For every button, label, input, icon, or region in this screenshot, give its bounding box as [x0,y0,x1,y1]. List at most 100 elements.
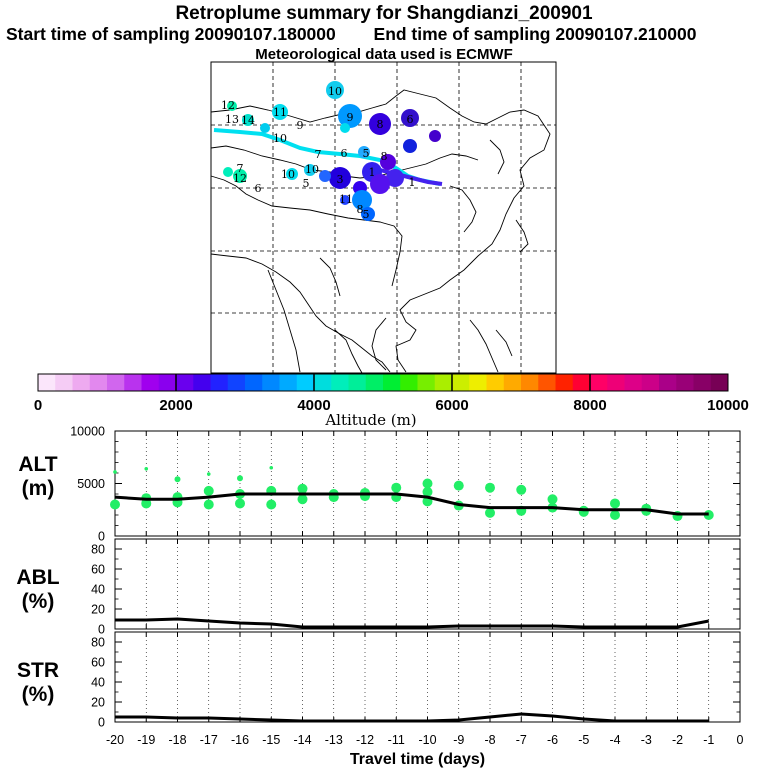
colorbar-tick-label: 10000 [707,397,749,414]
abl-line [115,617,710,629]
x-tick-label: 0 [737,733,744,747]
plume-track-label: 10 [305,163,319,176]
x-tick-label: -14 [293,733,311,747]
y-tick-label: 80 [91,636,105,650]
plume-marker [242,114,254,126]
colorbar-cell [659,374,677,391]
x-tick-label: -18 [168,733,186,747]
colorbar-cell [141,374,160,391]
alt-scatter-point [422,486,433,497]
x-tick-label: -4 [609,733,620,747]
colorbar-cell [676,374,694,391]
x-tick-label: -12 [356,733,374,747]
colorbar-cell [158,374,177,391]
plume-marker [304,164,316,176]
x-tick-label: -5 [578,733,589,747]
plume-track-label: 6 [255,182,262,195]
alt-scatter-point [237,475,243,482]
y-tick-label: 40 [91,676,105,690]
colorbar-cell [503,374,522,391]
plume-track-label: 7 [237,162,244,175]
y-tick-label: 0 [98,623,105,637]
plume-track-label: 13 [225,113,239,126]
plume-track-label: 8 [357,203,364,216]
plume-marker [326,81,344,99]
colorbar-cell [452,374,470,391]
plume-marker [340,123,350,133]
plume-marker [227,101,237,111]
colorbar-tick-label: 6000 [435,397,468,414]
x-tick-label: -19 [137,733,155,747]
alt-scatter-point [110,499,120,510]
colorbar-cell [434,374,453,391]
y-axis-unit: (%) [22,590,55,613]
colorbar-tick-label: 8000 [573,397,606,414]
plume-marker [223,167,233,177]
plume-marker [358,146,370,158]
plume-marker [352,190,372,210]
colorbar-cell [38,374,56,391]
alt-scatter-point [485,482,495,493]
colorbar-cell [624,374,643,391]
plume-track-label: 8 [377,118,384,131]
alt-scatter-point [297,494,308,505]
chart-title: Retroplume summary for Shangdianzi_20090… [175,3,593,24]
x-tick-label: -16 [231,733,249,747]
x-tick-label: -1 [703,733,714,747]
colorbar-cell [279,374,298,391]
colorbar-cell [193,374,211,391]
colorbar-cell [607,374,625,391]
alt-scatter-point [203,499,214,510]
x-axis-label: Travel time (days) [350,751,485,768]
alt-scatter-point [266,499,277,510]
alt-scatter-point [391,482,402,493]
sampling-times: Start time of sampling 20090107.180000 E… [6,24,696,45]
x-tick-label: -8 [484,733,495,747]
colorbar-tick-label: 4000 [297,397,330,414]
x-tick-label: -20 [106,733,124,747]
colorbar-cell [331,374,349,391]
panel-alt: 0 5000 10000 ALT(m) [18,425,741,544]
plume-marker [260,123,270,133]
x-tick-label: -6 [547,733,558,747]
plume-marker [286,168,298,180]
colorbar-cell [124,374,142,391]
alt-scatter-point [113,470,117,474]
colorbar-cell [89,374,108,391]
colorbar-cell [72,374,91,391]
plume-track-label: 10 [281,168,295,181]
plume-track-label: 9 [297,119,304,132]
plume-marker [233,169,247,183]
plume-track-label: 7 [315,148,322,161]
str-line [115,712,709,723]
time-series-panels: 0500010000ALT(m)020406080ABL(%)020406080… [16,425,743,768]
alt-scatter-point [144,467,149,471]
y-tick-label: 60 [91,563,105,577]
plume-track-label: 10 [273,132,287,145]
alt-scatter-point [297,483,308,494]
plume-marker [386,169,404,187]
plume-marker [340,195,350,205]
plume-marker [329,167,351,189]
plume-marker [361,207,375,221]
colorbar: 0 2000 4000 6000 8000 10000 Altitude (m) [34,373,749,429]
alt-scatter-point [206,472,211,476]
alt-scatter-point [547,494,558,505]
colorbar-cell [555,374,574,391]
colorbar-cell [469,374,487,391]
y-tick-label: 10000 [70,425,105,439]
x-tick-label: -10 [418,733,436,747]
plume-track-label: 5 [303,177,310,190]
plume-marker [401,109,419,127]
alt-scatter-point [516,484,527,495]
plume-marker [272,104,288,120]
plume-track-label: 11 [273,106,287,119]
colorbar-label: Altitude (m) [324,411,416,429]
plume-track-label: 1 [369,166,376,179]
y-axis-unit: (%) [22,683,55,706]
panel-abl: 0 20 40 60 80 ABL(%) [16,538,741,637]
